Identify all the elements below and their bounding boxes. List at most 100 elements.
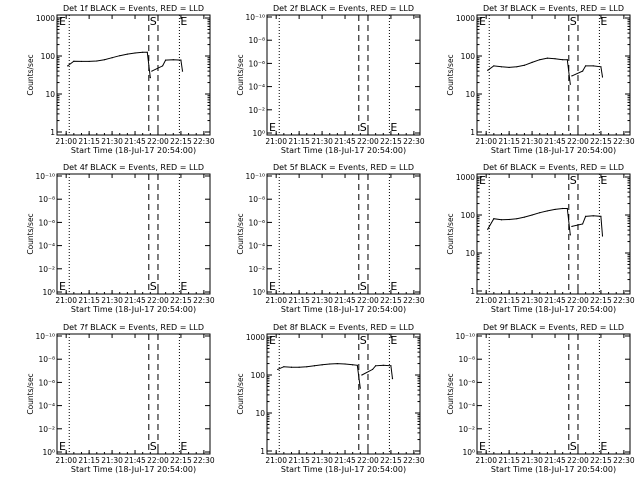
events-series-line <box>571 65 603 78</box>
panel-title: Det 2f BLACK = Events, RED = LLD <box>273 4 414 13</box>
x-tick-label: 22:15 <box>590 456 612 465</box>
events-data-point <box>500 219 503 221</box>
x-axis-label: Start Time (18-Jul-17 20:54:00) <box>71 305 196 314</box>
y-tick-label: 10 <box>465 90 475 99</box>
x-tick-label: 21:45 <box>544 296 566 305</box>
events-data-point <box>600 66 602 68</box>
x-tick-label: 21:15 <box>288 137 310 146</box>
start-marker-label: S <box>150 280 157 293</box>
y-tick-label: 1 <box>470 287 475 296</box>
events-data-point <box>585 215 587 217</box>
y-axis-label: Counts/sec <box>26 213 35 254</box>
y-tick-label: 10⁻⁸ <box>248 36 265 45</box>
x-tick-label: 22:00 <box>147 137 169 146</box>
events-data-point <box>146 51 148 53</box>
events-data-point <box>165 59 167 61</box>
x-tick-label: 22:15 <box>590 137 612 146</box>
y-tick-label: 1000 <box>456 173 475 182</box>
events-data-point <box>487 69 489 71</box>
x-tick-label: 22:30 <box>403 456 425 465</box>
events-data-point <box>80 60 83 63</box>
end-marker-label: E <box>180 440 187 453</box>
events-data-point <box>493 65 495 67</box>
events-data-point <box>516 66 518 68</box>
events-data-point <box>516 218 518 220</box>
events-data-point <box>283 366 285 368</box>
events-data-point <box>493 218 495 220</box>
x-tick-label: 21:45 <box>544 456 566 465</box>
y-tick-label: 10⁻⁸ <box>458 355 475 364</box>
events-data-point <box>277 368 279 371</box>
y-axis-label: Counts/sec <box>446 213 455 254</box>
plot-frame <box>476 14 631 136</box>
y-tick-label: 10⁻⁶ <box>38 218 55 227</box>
x-tick-label: 22:15 <box>170 456 192 465</box>
events-data-point <box>359 387 361 389</box>
start-marker-label: S <box>360 280 367 293</box>
end-marker-label: E <box>390 334 397 347</box>
events-data-point <box>562 59 564 61</box>
events-data-point <box>361 374 363 376</box>
x-tick-label: 21:30 <box>311 296 333 305</box>
panel-title: Det 5f BLACK = Events, RED = LLD <box>273 163 414 172</box>
y-tick-label: 10⁻⁸ <box>248 195 265 204</box>
events-data-point <box>391 378 394 380</box>
x-tick-label: 22:15 <box>170 137 192 146</box>
y-tick-label: 10⁻² <box>248 265 265 274</box>
x-axis-label: Start Time (18-Jul-17 20:54:00) <box>71 465 196 474</box>
y-tick-label: 10⁻⁶ <box>248 218 265 227</box>
y-tick-label: 100 <box>41 52 56 61</box>
x-tick-label: 22:30 <box>613 137 635 146</box>
end-marker-label: E <box>600 174 607 187</box>
panel-title: Det 1f BLACK = Events, RED = LLD <box>63 4 204 13</box>
events-data-point <box>356 364 358 366</box>
events-data-point <box>546 210 548 212</box>
start-marker-label: S <box>360 334 367 347</box>
y-tick-label: 10⁻⁶ <box>248 59 265 68</box>
y-tick-label: 10⁻⁴ <box>248 242 265 251</box>
y-tick-label: 1000 <box>246 333 265 342</box>
x-tick-label: 21:30 <box>311 456 333 465</box>
end-marker-label: E <box>59 440 66 453</box>
x-tick-label: 21:30 <box>521 137 543 146</box>
x-tick-label: 21:15 <box>498 456 520 465</box>
x-tick-label: 22:30 <box>193 137 215 146</box>
events-data-point <box>134 52 136 54</box>
y-tick-label: 1 <box>470 128 475 137</box>
y-tick-label: 10⁻² <box>38 265 55 274</box>
events-data-point <box>581 223 584 225</box>
panel-title: Det 8f BLACK = Events, RED = LLD <box>273 323 414 332</box>
start-marker-label: S <box>360 121 367 134</box>
x-tick-label: 22:00 <box>567 137 589 146</box>
start-marker-label: S <box>570 440 577 453</box>
events-data-point <box>172 59 174 61</box>
events-series-line <box>277 363 361 389</box>
events-data-point <box>566 207 568 210</box>
x-tick-label: 22:30 <box>403 296 425 305</box>
y-tick-label: 10⁰ <box>252 129 265 138</box>
y-tick-label: 10⁻¹⁰ <box>35 332 55 341</box>
end-marker-label: E <box>390 280 397 293</box>
events-data-point <box>151 70 153 72</box>
plot-frame <box>266 333 421 455</box>
x-tick-label: 22:15 <box>170 296 192 305</box>
events-data-point <box>161 65 164 67</box>
events-data-point <box>554 208 556 211</box>
start-marker-label: S <box>150 15 157 28</box>
x-tick-label: 21:30 <box>311 137 333 146</box>
events-data-point <box>336 362 338 365</box>
start-marker-label: S <box>570 15 577 28</box>
y-tick-label: 10⁰ <box>462 448 475 457</box>
x-tick-label: 21:00 <box>55 296 77 305</box>
events-data-point <box>67 65 69 67</box>
y-axis-label: Counts/sec <box>236 213 245 254</box>
x-tick-label: 21:15 <box>78 137 100 146</box>
y-tick-label: 10⁻⁶ <box>458 378 475 387</box>
events-data-point <box>73 60 75 62</box>
x-tick-label: 21:45 <box>124 296 146 305</box>
x-tick-label: 21:45 <box>334 137 356 146</box>
x-tick-label: 22:00 <box>357 296 379 305</box>
